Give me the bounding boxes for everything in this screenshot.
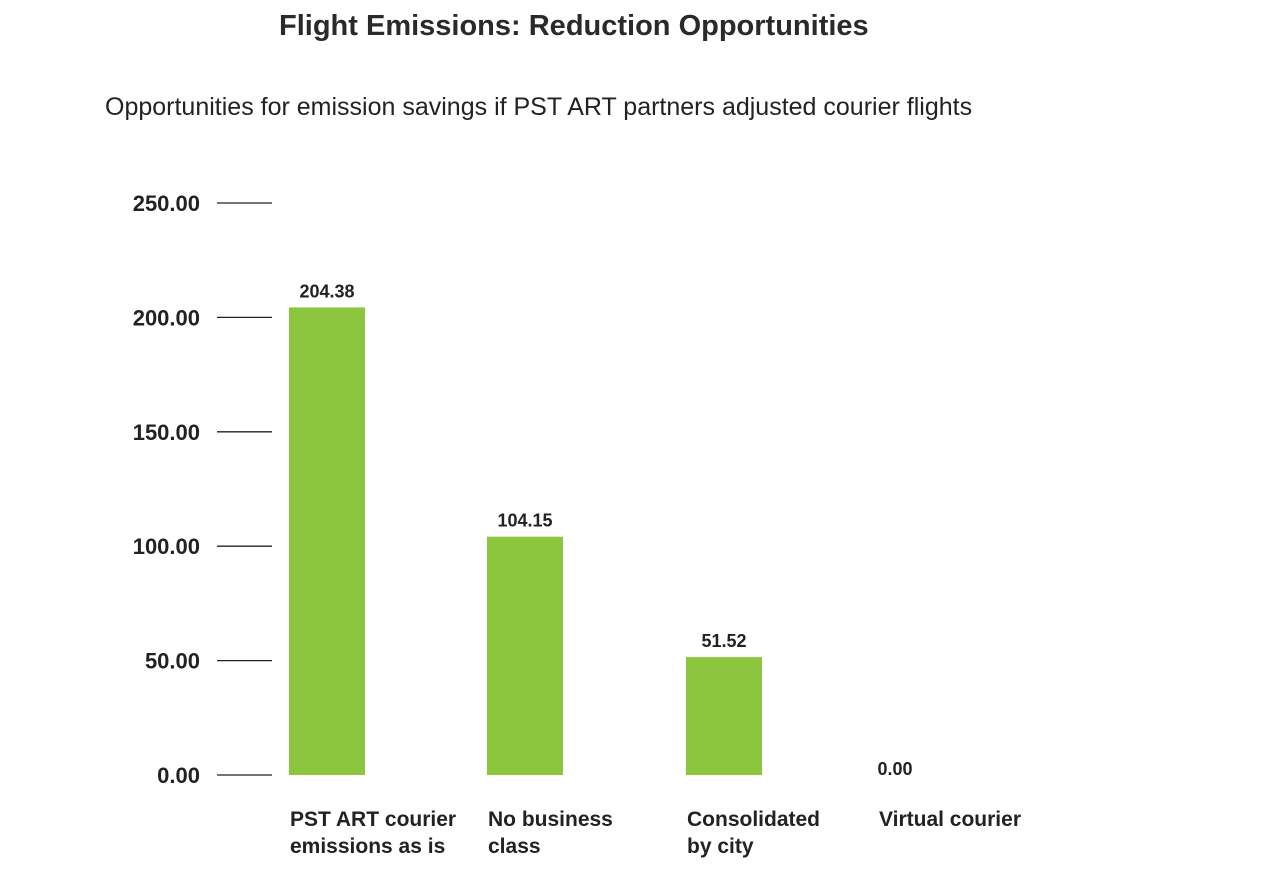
category-label: PST ART courier [290, 808, 456, 831]
y-tick-label: 200.00 [133, 305, 200, 330]
category-label: emissions as is [290, 835, 445, 858]
chart-subtitle: Opportunities for emission savings if PS… [105, 93, 973, 121]
y-tick-label: 250.00 [133, 191, 200, 216]
value-label: 0.00 [877, 759, 912, 779]
category-label: Virtual courier [879, 808, 1021, 831]
category-label: No business [488, 808, 613, 831]
category-label: by city [687, 835, 754, 858]
y-tick-label: 100.00 [133, 534, 200, 559]
bar [289, 307, 365, 775]
y-tick-label: 0.00 [157, 763, 200, 788]
y-tick-label: 50.00 [145, 649, 200, 674]
category-label: Consolidated [687, 808, 820, 831]
bar [487, 536, 563, 775]
value-label: 204.38 [299, 281, 354, 301]
category-label: class [488, 835, 541, 858]
bar [686, 657, 762, 775]
chart-title: Flight Emissions: Reduction Opportunitie… [279, 10, 869, 42]
y-tick-label: 150.00 [133, 420, 200, 445]
value-label: 104.15 [497, 511, 552, 531]
value-label: 51.52 [701, 631, 746, 651]
